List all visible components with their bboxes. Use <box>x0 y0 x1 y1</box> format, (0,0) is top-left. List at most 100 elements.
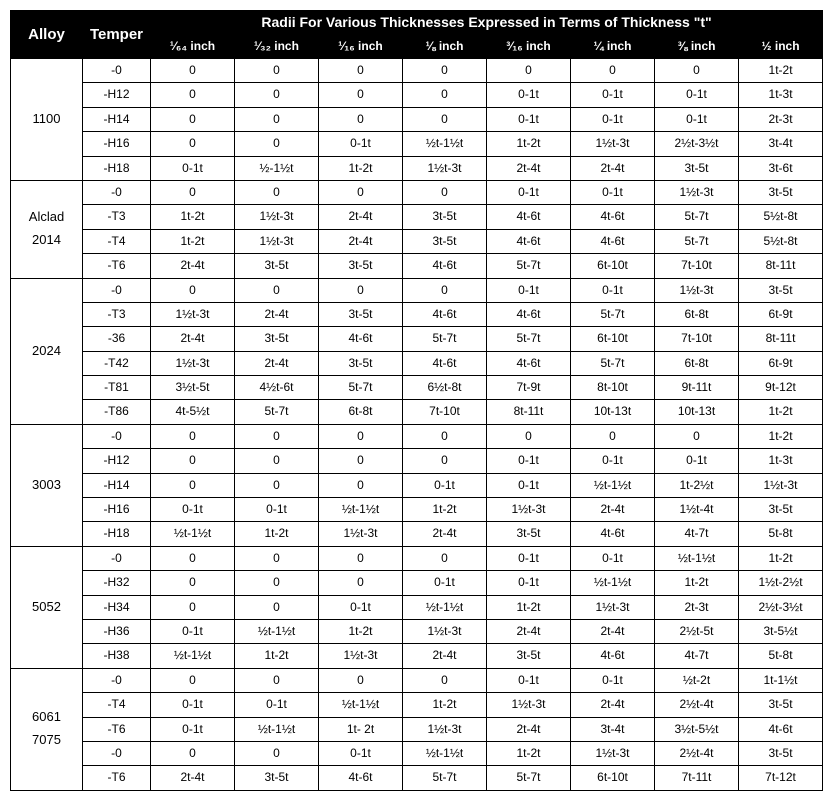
value-cell: 4t-6t <box>571 229 655 253</box>
temper-cell: -H14 <box>83 473 151 497</box>
value-cell: 1½t-3t <box>739 473 823 497</box>
value-cell: 0-1t <box>487 571 571 595</box>
value-cell: 0 <box>319 278 403 302</box>
value-cell: 0-1t <box>571 278 655 302</box>
value-cell: 4t-6t <box>571 644 655 668</box>
value-cell: 5½t-8t <box>739 205 823 229</box>
value-cell: 5t-7t <box>487 254 571 278</box>
value-cell: 0-1t <box>487 83 571 107</box>
value-cell: 6t-9t <box>739 302 823 326</box>
value-cell: ½t-1½t <box>403 741 487 765</box>
value-cell: 3t-5t <box>403 205 487 229</box>
value-cell: 1t-2t <box>151 205 235 229</box>
value-cell: 0 <box>151 473 235 497</box>
value-cell: 0 <box>151 741 235 765</box>
value-cell: 0 <box>235 83 319 107</box>
value-cell: 0 <box>235 424 319 448</box>
value-cell: 1½t-3t <box>319 644 403 668</box>
value-cell: 3t-4t <box>571 717 655 741</box>
temper-cell: -T3 <box>83 205 151 229</box>
value-cell: 3t-5t <box>403 229 487 253</box>
value-cell: 1t-2t <box>151 229 235 253</box>
value-cell: 0-1t <box>571 546 655 570</box>
value-cell: 4t-6t <box>487 302 571 326</box>
header-temper: Temper <box>83 11 151 59</box>
value-cell: ½t-1½t <box>571 571 655 595</box>
temper-cell: -H38 <box>83 644 151 668</box>
value-cell: 0-1t <box>403 473 487 497</box>
value-cell: 1t- 2t <box>319 717 403 741</box>
value-cell: 4t-7t <box>655 644 739 668</box>
value-cell: 5t-7t <box>403 766 487 790</box>
value-cell: 3t-5t <box>739 693 823 717</box>
value-cell: 0 <box>319 59 403 83</box>
temper-cell: -H36 <box>83 619 151 643</box>
value-cell: 1t-3t <box>739 449 823 473</box>
table-row: -T31t-2t1½t-3t2t-4t3t-5t4t-6t4t-6t5t-7t5… <box>11 205 823 229</box>
table-body: 1100-000000001t-2t-H1200000-1t0-1t0-1t1t… <box>11 59 823 791</box>
value-cell: 4t-6t <box>487 205 571 229</box>
temper-cell: -T81 <box>83 376 151 400</box>
header-thickness-col: ¹⁄₃₂ inch <box>235 34 319 59</box>
value-cell: 2t-4t <box>571 498 655 522</box>
table-row: 5052-000000-1t0-1t½t-1½t1t-2t <box>11 546 823 570</box>
value-cell: 2½t-3½t <box>739 595 823 619</box>
value-cell: 0 <box>235 571 319 595</box>
value-cell: 0 <box>235 546 319 570</box>
value-cell: 3t-5t <box>235 766 319 790</box>
value-cell: ½t-1½t <box>403 132 487 156</box>
value-cell: 0 <box>403 278 487 302</box>
value-cell: 3t-5t <box>655 156 739 180</box>
value-cell: 0 <box>235 59 319 83</box>
value-cell: 0 <box>319 424 403 448</box>
value-cell: 0 <box>319 180 403 204</box>
value-cell: ½t-1½t <box>319 693 403 717</box>
value-cell: 7t-9t <box>487 376 571 400</box>
table-row: -H360-1t½t-1½t1t-2t1½t-3t2t-4t2t-4t2½t-5… <box>11 619 823 643</box>
temper-cell: -0 <box>83 668 151 692</box>
value-cell: 10t-13t <box>571 400 655 424</box>
value-cell: 0-1t <box>571 449 655 473</box>
value-cell: 0 <box>571 424 655 448</box>
value-cell: 0 <box>571 59 655 83</box>
table-row: -T60-1t½t-1½t1t- 2t1½t-3t2t-4t3t-4t3½t-5… <box>11 717 823 741</box>
alloy-cell: 3003 <box>11 424 83 546</box>
value-cell: 3t-5t <box>739 180 823 204</box>
value-cell: 0 <box>235 449 319 473</box>
value-cell: 3t-5t <box>487 644 571 668</box>
value-cell: 5t-8t <box>739 644 823 668</box>
value-cell: 3t-5½t <box>739 619 823 643</box>
value-cell: 0-1t <box>319 741 403 765</box>
value-cell: 0-1t <box>487 278 571 302</box>
temper-cell: -H32 <box>83 571 151 595</box>
value-cell: 1½t-3t <box>571 595 655 619</box>
value-cell: 3t-5t <box>319 254 403 278</box>
value-cell: 5t-7t <box>571 351 655 375</box>
value-cell: 2t-3t <box>739 107 823 131</box>
value-cell: 0 <box>403 449 487 473</box>
value-cell: 1t-2t <box>235 644 319 668</box>
value-cell: 0 <box>235 741 319 765</box>
temper-cell: -0 <box>83 59 151 83</box>
value-cell: 0 <box>151 107 235 131</box>
value-cell: 0 <box>403 668 487 692</box>
value-cell: 6t-8t <box>319 400 403 424</box>
value-cell: 2t-4t <box>319 205 403 229</box>
value-cell: 4t-7t <box>655 522 739 546</box>
table-row: -0000-1t½t-1½t1t-2t1½t-3t2½t-4t3t-5t <box>11 741 823 765</box>
value-cell: 0 <box>487 59 571 83</box>
table-row: -T813½t-5t4½t-6t5t-7t6½t-8t7t-9t8t-10t9t… <box>11 376 823 400</box>
value-cell: 0-1t <box>403 571 487 595</box>
value-cell: 0-1t <box>487 107 571 131</box>
value-cell: 7t-12t <box>739 766 823 790</box>
value-cell: 0 <box>403 546 487 570</box>
value-cell: 0-1t <box>487 546 571 570</box>
value-cell: 8t-10t <box>571 376 655 400</box>
value-cell: 8t-11t <box>487 400 571 424</box>
value-cell: 7t-10t <box>403 400 487 424</box>
value-cell: 0 <box>319 473 403 497</box>
table-row: -T62t-4t3t-5t3t-5t4t-6t5t-7t6t-10t7t-10t… <box>11 254 823 278</box>
value-cell: 0 <box>403 180 487 204</box>
value-cell: ½t-1½t <box>655 546 739 570</box>
table-row: -H180-1t½-1½t1t-2t1½t-3t2t-4t2t-4t3t-5t3… <box>11 156 823 180</box>
